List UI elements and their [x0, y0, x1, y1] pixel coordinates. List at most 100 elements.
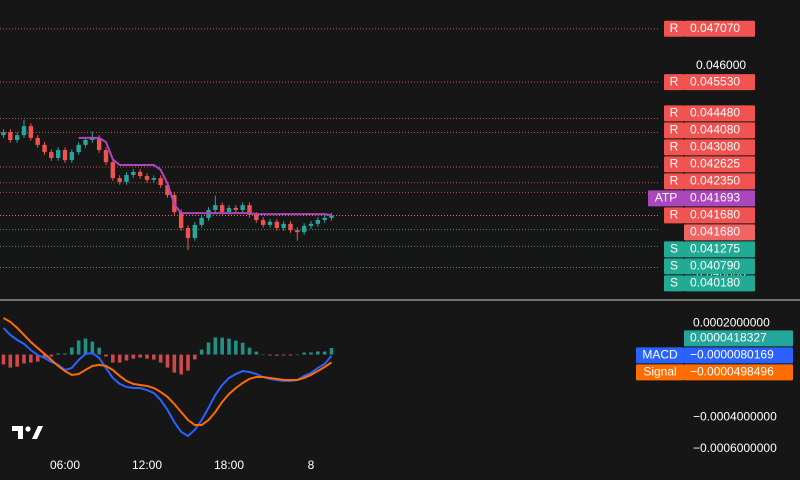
label-tag-box	[664, 275, 684, 292]
x-tick-label: 06:00	[50, 458, 80, 472]
label-tag: R	[670, 208, 679, 222]
histogram-bar	[261, 354, 265, 356]
logo-part	[25, 426, 31, 432]
label-value: 0.041275	[690, 242, 740, 256]
histogram-bar	[90, 341, 95, 355]
candle-body	[28, 126, 34, 138]
label-tag: R	[670, 74, 679, 88]
label-value: 0.040180	[690, 276, 740, 290]
candle-body	[267, 221, 273, 225]
histogram-bar	[145, 354, 149, 359]
label-box	[684, 241, 755, 258]
histogram-bar	[316, 351, 320, 355]
histogram-bar	[158, 354, 163, 363]
candle-body	[301, 225, 307, 233]
label-box	[684, 74, 755, 91]
histogram-bar	[199, 349, 204, 355]
histogram-bar	[131, 354, 136, 359]
histogram-bar	[268, 354, 272, 356]
histogram-bar	[302, 352, 306, 355]
label-box	[684, 224, 755, 241]
histogram-bar	[97, 347, 101, 355]
label-tag: ATP	[655, 191, 677, 205]
label-value: 0.043080	[690, 140, 740, 154]
candle-body	[199, 217, 204, 225]
histogram-bar	[275, 354, 279, 356]
candle-body	[42, 144, 47, 153]
candle-body	[1, 132, 6, 136]
label-box	[684, 20, 755, 37]
candle-body	[49, 152, 54, 159]
histogram-bar	[309, 352, 313, 355]
label-tag: S	[670, 276, 678, 290]
label-value: 0.042350	[690, 174, 740, 188]
candle-body	[35, 137, 40, 145]
histogram-bar	[206, 342, 211, 355]
histogram-bar	[186, 354, 190, 371]
label-value: −0.0000080169	[690, 348, 774, 362]
label-tag: R	[670, 174, 679, 188]
label-tag: MACD	[642, 348, 678, 362]
histogram-bar	[138, 354, 142, 358]
histogram-bar	[35, 354, 40, 362]
label-tag: R	[670, 21, 679, 35]
label-tag: Signal	[643, 365, 676, 379]
histogram-bar	[254, 351, 259, 355]
label-tag: S	[670, 242, 678, 256]
candle-body	[165, 185, 170, 196]
histogram-bar	[295, 354, 300, 356]
series-line	[3, 317, 333, 427]
label-value: 0.0000418327	[690, 331, 767, 345]
candle-body	[76, 144, 81, 153]
y-tick-label: −0.0004000000	[693, 410, 777, 424]
label-box	[684, 105, 755, 122]
label-tag-box	[664, 156, 684, 173]
candle-body	[83, 139, 88, 145]
candle-body	[322, 217, 327, 221]
histogram-bar	[165, 354, 170, 368]
candle-body	[192, 224, 198, 239]
label-tag-box	[664, 139, 684, 156]
label-box	[684, 156, 755, 173]
candle-body	[213, 205, 218, 210]
label-tag-box	[664, 20, 684, 37]
label-tag: R	[670, 157, 679, 171]
label-value: 0.041693	[690, 191, 740, 205]
candle-body	[226, 207, 232, 213]
logo	[12, 426, 43, 439]
candle-body	[69, 152, 75, 161]
histogram-bar	[288, 354, 293, 356]
label-box	[684, 275, 755, 292]
candle-body	[308, 223, 314, 226]
candle-body	[295, 230, 300, 233]
y-tick-label: −0.0006000000	[693, 441, 777, 455]
candle-body	[260, 220, 266, 225]
histogram-bar	[15, 354, 19, 367]
candle-body	[254, 214, 259, 221]
y-tick-label: 0.0002000000	[693, 315, 770, 329]
candle-body	[117, 178, 122, 182]
label-tag: R	[670, 123, 679, 137]
histogram-bar	[193, 354, 197, 360]
label-box	[684, 207, 755, 224]
candle-body	[247, 205, 252, 215]
candle-body	[158, 178, 163, 186]
candle-body	[21, 126, 27, 136]
label-tag-box	[636, 364, 684, 381]
candle-body	[8, 132, 13, 140]
candle-body	[14, 135, 20, 140]
histogram-bar	[220, 337, 224, 355]
candle-body	[274, 221, 280, 229]
histogram-bar	[70, 347, 74, 355]
histogram-bar	[8, 354, 13, 368]
histogram-bar	[234, 340, 238, 355]
histogram-bar	[322, 351, 327, 355]
candle-body	[219, 205, 225, 213]
candle-body	[55, 150, 61, 159]
label-box	[684, 258, 755, 275]
label-value: 0.041680	[690, 225, 740, 239]
x-tick-label: 18:00	[214, 458, 244, 472]
histogram-bar	[213, 337, 218, 355]
